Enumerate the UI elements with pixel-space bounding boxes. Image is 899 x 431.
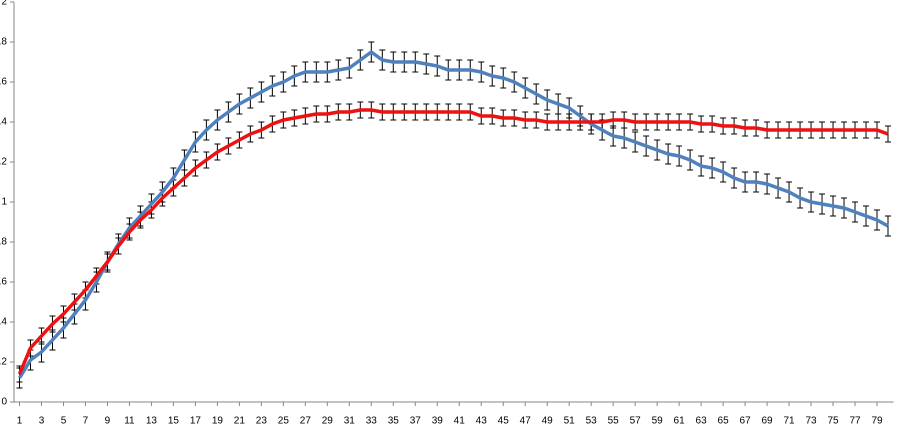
x-tick-label: 53 xyxy=(586,416,598,427)
x-tick-label: 79 xyxy=(871,416,883,427)
x-tick-label: 65 xyxy=(718,416,730,427)
x-tick-label: 15 xyxy=(168,416,180,427)
y-tick-label: 1.6 xyxy=(0,77,7,88)
x-tick-label: 17 xyxy=(190,416,202,427)
x-tick-label: 27 xyxy=(300,416,312,427)
x-tick-label: 45 xyxy=(498,416,510,427)
x-tick-label: 47 xyxy=(520,416,532,427)
x-tick-label: 51 xyxy=(564,416,576,427)
x-tick-label: 19 xyxy=(212,416,224,427)
x-tick-label: 57 xyxy=(630,416,642,427)
x-tick-label: 43 xyxy=(476,416,488,427)
x-tick-label: 23 xyxy=(256,416,268,427)
x-tick-label: 7 xyxy=(83,416,89,427)
x-tick-label: 77 xyxy=(849,416,861,427)
x-tick-label: 25 xyxy=(278,416,290,427)
y-tick-label: 0.4 xyxy=(0,317,7,328)
x-tick-label: 67 xyxy=(740,416,752,427)
x-tick-label: 13 xyxy=(146,416,158,427)
x-tick-label: 33 xyxy=(366,416,378,427)
series-line xyxy=(17,108,889,375)
y-tick-label: 1 xyxy=(1,197,7,208)
y-tick-label: 0.6 xyxy=(0,277,7,288)
y-tick-label: 1.8 xyxy=(0,37,7,48)
y-tick-label: 1.2 xyxy=(0,157,7,168)
y-tick-label: 0 xyxy=(1,397,7,408)
x-tick-label: 21 xyxy=(234,416,246,427)
x-tick-label: 9 xyxy=(105,416,111,427)
x-tick-label: 29 xyxy=(322,416,334,427)
x-tick-label: 41 xyxy=(454,416,466,427)
x-tick-label: 39 xyxy=(432,416,444,427)
x-tick-label: 35 xyxy=(388,416,400,427)
x-tick-label: 71 xyxy=(783,416,795,427)
x-tick-label: 3 xyxy=(39,416,45,427)
x-tick-label: 59 xyxy=(652,416,664,427)
x-tick-label: 37 xyxy=(410,416,422,427)
x-tick-label: 73 xyxy=(805,416,817,427)
x-tick-label: 1 xyxy=(17,416,23,427)
y-tick-label: 2 xyxy=(1,0,7,8)
x-tick-label: 69 xyxy=(762,416,774,427)
x-tick-label: 63 xyxy=(696,416,708,427)
series-line xyxy=(18,50,889,379)
x-tick-label: 49 xyxy=(542,416,554,427)
x-tick-label: 31 xyxy=(344,416,356,427)
x-tick-label: 75 xyxy=(827,416,839,427)
x-tick-label: 5 xyxy=(61,416,67,427)
x-tick-label: 61 xyxy=(674,416,686,427)
x-tick-label: 55 xyxy=(608,416,620,427)
y-tick-label: 1.4 xyxy=(0,117,7,128)
y-tick-label: 0.8 xyxy=(0,237,7,248)
y-tick-label: 0.2 xyxy=(0,357,7,368)
x-tick-label: 11 xyxy=(124,416,135,427)
